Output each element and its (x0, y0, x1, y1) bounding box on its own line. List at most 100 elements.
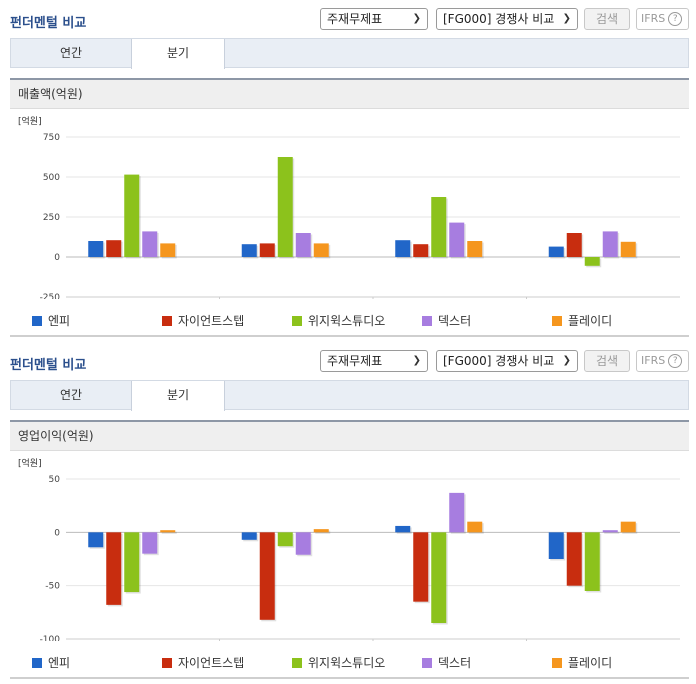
tab-annual[interactable]: 연간 (59, 388, 83, 402)
legend-item[interactable]: 덱스터 (422, 653, 471, 673)
legend-label: 위지윅스튜디오 (308, 656, 386, 670)
bar[interactable] (88, 532, 104, 548)
period-tabs: 연간 분기 (10, 38, 689, 69)
tab-annual[interactable]: 연간 (59, 46, 83, 60)
chevron-down-icon: ❯ (412, 13, 421, 24)
y-tick-label: 750 (43, 133, 60, 143)
bar[interactable] (431, 197, 447, 257)
operating-profit-chart: [억원]500-50-1002023/032023/062023/092023/… (18, 457, 680, 652)
legend-label: 자이언트스텝 (178, 656, 245, 670)
bar[interactable] (548, 532, 564, 559)
legend-label: 덱스터 (438, 656, 472, 670)
bar[interactable] (584, 257, 600, 266)
legend-label: 엔피 (48, 314, 71, 328)
bar[interactable] (106, 240, 122, 257)
bar[interactable] (431, 532, 447, 623)
legend-swatch (552, 316, 562, 326)
bar-shadow (604, 531, 620, 534)
bar[interactable] (277, 532, 293, 547)
bar[interactable] (548, 246, 564, 257)
chart-title: 매출액(억원) (10, 80, 689, 109)
bar[interactable] (449, 492, 465, 533)
bar[interactable] (620, 521, 636, 533)
legend-item[interactable]: 엔피 (32, 311, 70, 331)
y-tick-label: -50 (45, 582, 60, 592)
peer-select[interactable]: [FG000] 경쟁사 비교 ❯ (436, 350, 578, 372)
bar[interactable] (88, 241, 104, 257)
legend-item[interactable]: 플레이디 (552, 653, 612, 673)
bar[interactable] (395, 525, 411, 533)
ifrs-button[interactable]: IFRS? (636, 350, 689, 372)
ifrs-label: IFRS (641, 354, 666, 367)
legend-label: 플레이디 (568, 314, 613, 328)
bar[interactable] (413, 532, 429, 602)
bar[interactable] (124, 174, 140, 257)
bar[interactable] (467, 241, 483, 257)
section-revenue: 펀더멘털 비교 주재무제표 ❯ [FG000] 경쟁사 비교 ❯ 검색 IFRS… (0, 0, 696, 342)
bar[interactable] (142, 532, 158, 554)
legend-item[interactable]: 위지윅스튜디오 (292, 311, 385, 331)
bar[interactable] (259, 532, 275, 620)
bar[interactable] (142, 231, 158, 257)
bar[interactable] (566, 233, 582, 257)
legend-item[interactable]: 자이언트스텝 (162, 653, 244, 673)
legend-item[interactable]: 위지윅스튜디오 (292, 653, 385, 673)
bar[interactable] (259, 243, 275, 257)
bar[interactable] (449, 222, 465, 257)
legend-label: 덱스터 (438, 314, 472, 328)
statement-select-value: 주재무제표 (327, 12, 383, 26)
unit-label: [억원] (18, 457, 42, 469)
divider (10, 677, 689, 679)
bar[interactable] (313, 529, 329, 533)
help-icon: ? (668, 354, 683, 368)
bar[interactable] (467, 521, 483, 533)
section-title: 펀더멘털 비교 (10, 16, 87, 31)
revenue-legend: 엔피 자이언트스텝 위지윅스튜디오 덱스터 플레이디 (10, 311, 689, 331)
bar[interactable] (566, 532, 582, 586)
y-tick-label: -250 (40, 293, 61, 299)
chevron-down-icon: ❯ (562, 13, 571, 24)
peer-select[interactable]: [FG000] 경쟁사 비교 ❯ (436, 8, 578, 30)
section-title: 펀더멘털 비교 (10, 358, 87, 373)
unit-label: [억원] (18, 115, 42, 127)
statement-select[interactable]: 주재무제표 ❯ (320, 350, 428, 372)
y-tick-label: 0 (54, 528, 60, 538)
legend-item[interactable]: 엔피 (32, 653, 70, 673)
y-tick-label: 250 (43, 213, 60, 223)
chevron-down-icon: ❯ (562, 355, 571, 366)
bar[interactable] (106, 532, 122, 605)
divider (10, 335, 689, 337)
y-tick-label: 50 (49, 475, 61, 485)
bar[interactable] (160, 530, 176, 533)
legend-swatch (422, 316, 432, 326)
bar[interactable] (124, 532, 140, 593)
legend-label: 엔피 (48, 656, 71, 670)
bar[interactable] (160, 243, 176, 257)
legend-item[interactable]: 플레이디 (552, 311, 612, 331)
bar[interactable] (313, 243, 329, 257)
bar[interactable] (395, 240, 411, 257)
legend-item[interactable]: 덱스터 (422, 311, 471, 331)
statement-select[interactable]: 주재무제표 ❯ (320, 8, 428, 30)
bar[interactable] (241, 244, 257, 257)
search-button[interactable]: 검색 (584, 8, 630, 30)
bar[interactable] (584, 532, 600, 591)
section-operating-profit: 펀더멘털 비교 주재무제표 ❯ [FG000] 경쟁사 비교 ❯ 검색 IFRS… (0, 342, 696, 684)
bar[interactable] (241, 532, 257, 540)
legend-swatch (292, 316, 302, 326)
legend-item[interactable]: 자이언트스텝 (162, 311, 244, 331)
search-button[interactable]: 검색 (584, 350, 630, 372)
bar[interactable] (277, 157, 293, 257)
ifrs-button[interactable]: IFRS? (636, 8, 689, 30)
bar[interactable] (295, 233, 311, 257)
ifrs-label: IFRS (641, 12, 666, 25)
bar[interactable] (602, 530, 618, 533)
bar[interactable] (620, 241, 636, 257)
bar[interactable] (295, 532, 311, 555)
tab-quarterly[interactable]: 분기 (131, 39, 225, 69)
bar[interactable] (413, 244, 429, 257)
bar[interactable] (602, 231, 618, 257)
legend-swatch (162, 316, 172, 326)
peer-select-value: [FG000] 경쟁사 비교 (443, 354, 555, 368)
tab-quarterly[interactable]: 분기 (131, 381, 225, 411)
